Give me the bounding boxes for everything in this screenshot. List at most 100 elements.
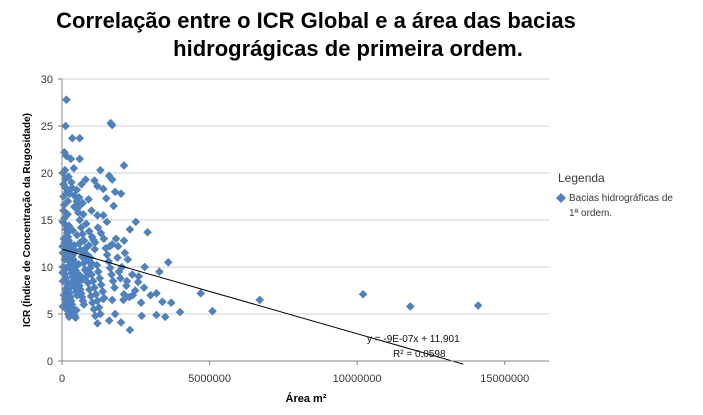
chart-title-line-2: hidrográgicas de primeira ordem. — [173, 36, 523, 61]
data-point — [473, 301, 483, 310]
y-tick-label: 15 — [41, 215, 53, 227]
data-point — [98, 287, 108, 296]
data-point — [73, 208, 83, 217]
x-tick-label: 15000000 — [480, 373, 529, 385]
data-point — [93, 296, 102, 306]
data-point — [111, 234, 121, 244]
data-point — [152, 310, 161, 320]
data-point — [60, 165, 70, 175]
data-point — [68, 133, 77, 143]
data-point — [166, 298, 176, 308]
data-point — [64, 221, 74, 230]
gridlines — [62, 78, 549, 315]
y-axis-ticks: 0 5 10 15 20 25 30 — [41, 74, 62, 368]
data-point — [62, 235, 72, 245]
data-points — [58, 95, 483, 335]
data-point — [105, 242, 115, 251]
data-point — [93, 181, 102, 191]
data-point — [102, 217, 112, 227]
data-point — [99, 184, 108, 194]
data-point — [104, 257, 113, 266]
data-point — [60, 255, 69, 264]
data-point — [58, 302, 68, 311]
y-tick-label: 5 — [47, 309, 53, 321]
data-point — [66, 154, 76, 164]
data-point — [62, 151, 71, 161]
data-point — [64, 172, 73, 182]
data-point — [119, 236, 129, 245]
data-point — [158, 297, 167, 307]
data-point — [124, 292, 134, 302]
data-point — [87, 258, 97, 268]
data-point — [80, 247, 89, 257]
data-point — [77, 237, 86, 246]
data-point — [175, 307, 185, 317]
data-point — [161, 312, 170, 322]
data-point — [107, 295, 117, 305]
data-point — [93, 319, 102, 328]
y-tick-label: 25 — [41, 121, 53, 133]
data-point — [93, 211, 102, 220]
data-point — [59, 179, 68, 189]
data-point — [74, 193, 84, 202]
data-point — [116, 273, 125, 283]
data-point — [81, 219, 91, 229]
data-point — [110, 283, 119, 292]
data-point — [105, 263, 115, 273]
data-point — [77, 179, 86, 189]
data-point — [113, 253, 122, 262]
data-point — [72, 305, 81, 315]
data-point — [75, 154, 85, 164]
data-point — [125, 225, 135, 234]
data-point — [119, 295, 128, 305]
y-axis-label: ICR (Índice de Concentração da Rugosidad… — [20, 113, 33, 327]
data-point — [66, 296, 76, 306]
data-point — [114, 267, 124, 276]
data-point — [58, 248, 68, 258]
data-point — [61, 174, 70, 183]
data-point — [64, 312, 74, 322]
data-point — [61, 263, 71, 273]
data-point — [58, 276, 68, 286]
chart-title: Correlação entre o ICR Global e a área d… — [56, 8, 576, 61]
data-point — [110, 187, 120, 197]
data-point — [113, 242, 123, 251]
legend-title: Legenda — [558, 171, 605, 185]
data-point — [110, 309, 120, 319]
data-point — [63, 196, 73, 206]
data-point — [81, 175, 90, 184]
data-point — [78, 296, 88, 306]
data-point — [71, 246, 80, 256]
data-point — [116, 318, 126, 327]
data-point — [133, 277, 143, 287]
data-point — [163, 258, 173, 267]
data-point — [66, 280, 76, 290]
data-point — [89, 305, 99, 314]
data-point — [58, 268, 67, 277]
data-point — [122, 281, 131, 291]
data-point — [83, 268, 92, 277]
data-point — [136, 298, 146, 308]
data-point — [143, 227, 152, 237]
data-point — [96, 280, 106, 290]
data-point — [72, 196, 82, 206]
data-point — [75, 133, 85, 143]
data-point — [139, 283, 149, 292]
legend-entry-line-1: Bacias hidrográficas de — [569, 193, 673, 204]
data-point — [75, 215, 85, 225]
x-tick-label: 0 — [59, 373, 65, 385]
data-point — [84, 195, 93, 204]
data-point — [405, 302, 415, 311]
data-point — [67, 178, 76, 187]
data-point — [72, 230, 82, 240]
data-point — [78, 229, 87, 239]
data-point — [62, 95, 71, 104]
data-point — [93, 223, 103, 232]
data-point — [99, 293, 109, 303]
data-point — [88, 298, 97, 308]
legend: Legenda Bacias hidrográficas de 1ª ordem… — [556, 171, 673, 219]
data-point — [87, 206, 96, 215]
data-point — [208, 306, 217, 316]
data-point — [63, 210, 72, 219]
